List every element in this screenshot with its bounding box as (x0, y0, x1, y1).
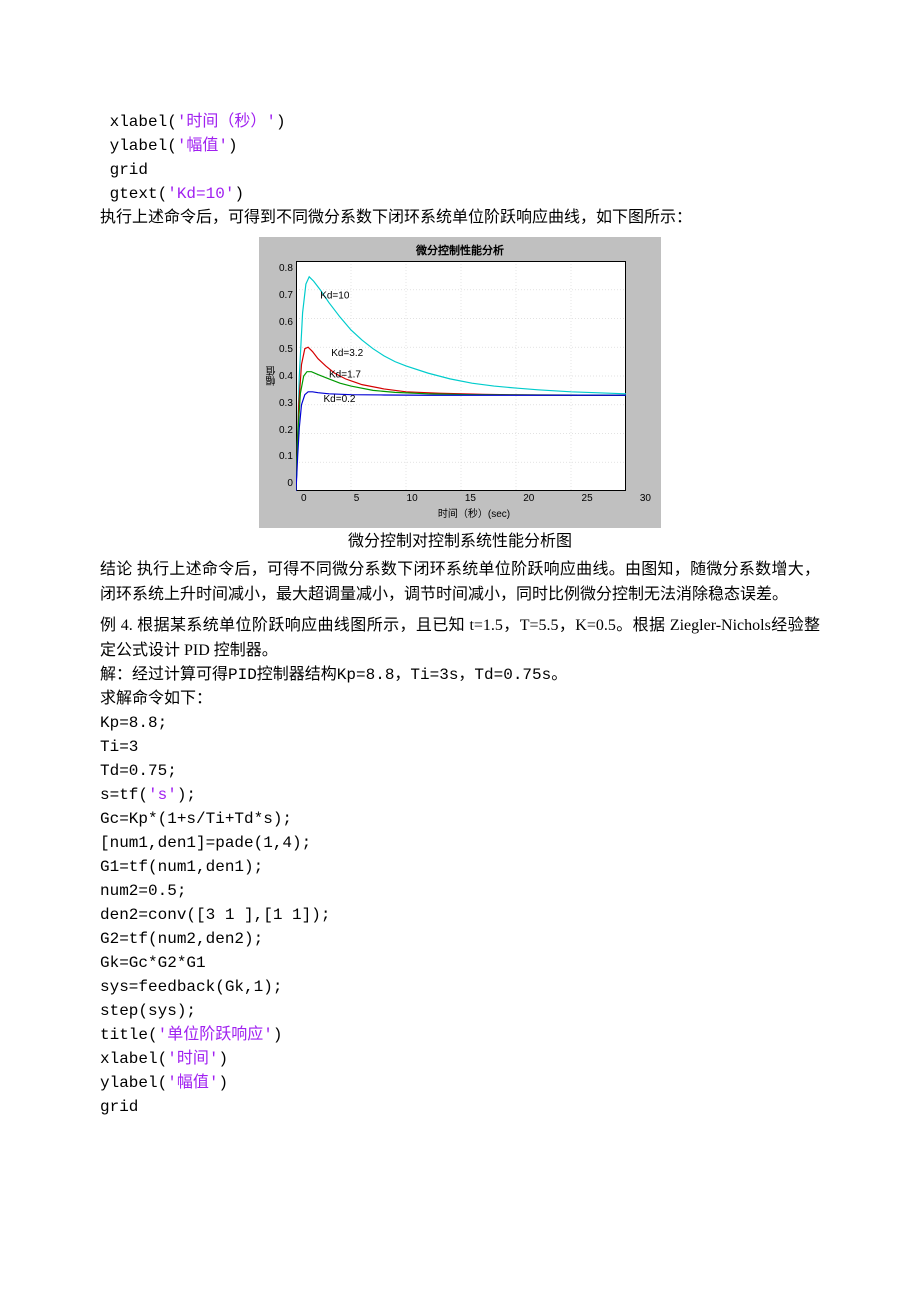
x-ticks: 0 5 10 15 20 25 30 (265, 491, 655, 506)
code-line: Ti=3 (100, 735, 820, 759)
y-tick-label: 0.2 (279, 423, 293, 438)
code-text: ); (177, 786, 196, 804)
code-line: 解：经过计算可得PID控制器结构Kp=8.8，Ti=3s，Td=0.75s。 (100, 663, 820, 687)
x-tick-label: 25 (582, 491, 593, 506)
code-line: grid (100, 158, 820, 182)
code-line: step(sys); (100, 999, 820, 1023)
svg-text:Kd=1.7: Kd=1.7 (329, 370, 361, 381)
code-line: G1=tf(num1,den1); (100, 855, 820, 879)
code-line: grid (100, 1095, 820, 1119)
x-tick-label: 0 (301, 491, 307, 506)
code-text: s=tf( (100, 786, 148, 804)
code-string: '幅值' (167, 1074, 218, 1092)
y-tick-label: 0.7 (279, 288, 293, 303)
x-tick-label: 5 (354, 491, 360, 506)
chart-container: 微分控制性能分析 幅值 0.8 0.7 0.6 0.5 0.4 0.3 0.2 0.1 0 Kd… (259, 237, 661, 529)
code-line: G2=tf(num2,den2); (100, 927, 820, 951)
y-tick-label: 0.6 (279, 315, 293, 330)
x-tick-label: 10 (407, 491, 418, 506)
code-text: ) (218, 1050, 228, 1068)
code-line: [num1,den1]=pade(1,4); (100, 831, 820, 855)
code-text: ) (228, 137, 238, 155)
code-line: ylabel('幅值') (100, 1071, 820, 1095)
y-ticks: 0.8 0.7 0.6 0.5 0.4 0.3 0.2 0.1 0 (279, 261, 296, 491)
code-line: title('单位阶跃响应') (100, 1023, 820, 1047)
figure-caption: 微分控制对控制系统性能分析图 (100, 530, 820, 554)
ylabel-wrap: 幅值 (265, 261, 279, 491)
chart-title: 微分控制性能分析 (265, 243, 655, 260)
code-text: ) (218, 1074, 228, 1092)
y-tick-label: 0.1 (279, 449, 293, 464)
y-tick-label: 0.5 (279, 342, 293, 357)
svg-text:Kd=10: Kd=10 (320, 291, 350, 302)
chart-svg: Kd=10 Kd=3.2 Kd=1.7 Kd=0.2 (296, 261, 626, 491)
code-line: sys=feedback(Gk,1); (100, 975, 820, 999)
code-text: xlabel( (100, 113, 177, 131)
code-string: 'Kd=10' (167, 185, 234, 203)
body-text: 例 4. 根据某系统单位阶跃响应曲线图所示，且已知 t=1.5，T=5.5，K=… (100, 614, 820, 664)
code-text: gtext( (100, 185, 167, 203)
plot-area: 幅值 0.8 0.7 0.6 0.5 0.4 0.3 0.2 0.1 0 Kd=10 Kd=3.2… (265, 261, 655, 491)
x-tick-label: 30 (640, 491, 651, 506)
code-text: ylabel( (100, 137, 177, 155)
svg-text:Kd=3.2: Kd=3.2 (331, 348, 363, 359)
code-string: 's' (148, 786, 177, 804)
body-text: 执行上述命令后，可得到不同微分系数下闭环系统单位阶跃响应曲线，如下图所示： (100, 206, 820, 231)
code-string: '单位阶跃响应' (158, 1026, 273, 1044)
code-string: '幅值' (177, 137, 228, 155)
y-tick-label: 0.8 (279, 261, 293, 276)
y-tick-label: 0.3 (279, 396, 293, 411)
code-text: ) (234, 185, 244, 203)
code-line: xlabel('时间（秒）') (100, 110, 820, 134)
code-line: gtext('Kd=10') (100, 182, 820, 206)
code-line: Kp=8.8; (100, 711, 820, 735)
code-text: title( (100, 1026, 158, 1044)
x-tick-label: 15 (465, 491, 476, 506)
code-line: Gc=Kp*(1+s/Ti+Td*s); (100, 807, 820, 831)
code-string: '时间' (167, 1050, 218, 1068)
figure: 微分控制性能分析 幅值 0.8 0.7 0.6 0.5 0.4 0.3 0.2 0.1 0 Kd… (100, 237, 820, 555)
code-line: ylabel('幅值') (100, 134, 820, 158)
body-text: 结论 执行上述命令后，可得不同微分系数下闭环系统单位阶跃响应曲线。由图知，随微分… (100, 558, 820, 608)
code-text: ) (276, 113, 286, 131)
code-line: s=tf('s'); (100, 783, 820, 807)
chart-xlabel: 时间（秒）(sec) (265, 507, 655, 522)
x-tick-label: 20 (523, 491, 534, 506)
chart-ylabel: 幅值 (265, 366, 280, 386)
code-line: xlabel('时间') (100, 1047, 820, 1071)
code-line: den2=conv([3 1 ],[1 1]); (100, 903, 820, 927)
code-string: '时间（秒）' (177, 113, 276, 131)
code-line: num2=0.5; (100, 879, 820, 903)
code-text: xlabel( (100, 1050, 167, 1068)
code-line: Gk=Gc*G2*G1 (100, 951, 820, 975)
y-tick-label: 0.4 (279, 369, 293, 384)
code-line: 求解命令如下： (100, 687, 820, 711)
code-text: ) (273, 1026, 283, 1044)
code-text: ylabel( (100, 1074, 167, 1092)
svg-text:Kd=0.2: Kd=0.2 (323, 394, 355, 405)
code-line: Td=0.75; (100, 759, 820, 783)
y-tick-label: 0 (279, 476, 293, 491)
